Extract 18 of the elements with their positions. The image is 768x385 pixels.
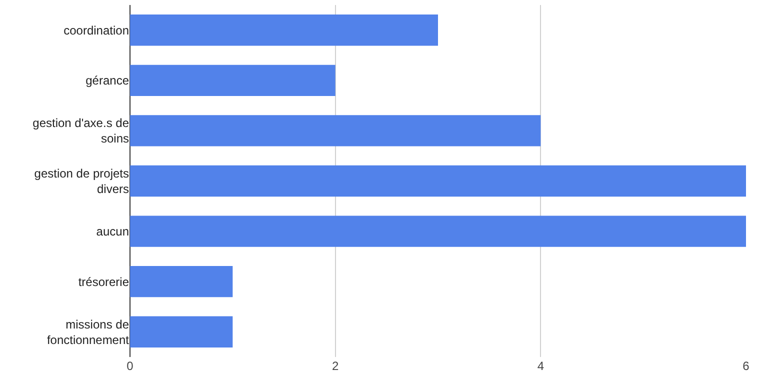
bar bbox=[130, 64, 336, 96]
y-tick-label: gestion de projets divers bbox=[34, 166, 129, 196]
bar bbox=[130, 165, 746, 197]
y-tick-label: trésorerie bbox=[78, 274, 130, 289]
bar bbox=[130, 316, 233, 348]
x-tick-label: 2 bbox=[332, 359, 339, 373]
bar bbox=[130, 115, 541, 146]
x-tick-label: 0 bbox=[126, 359, 134, 373]
x-tick-label: 4 bbox=[537, 359, 544, 373]
x-tick-label: 6 bbox=[742, 359, 750, 373]
bar bbox=[130, 266, 233, 298]
y-tick-label: aucun bbox=[96, 224, 129, 238]
y-tick-label: gérance bbox=[86, 74, 130, 88]
y-tick-label: coordination bbox=[64, 23, 129, 38]
bar bbox=[130, 216, 746, 247]
bar bbox=[130, 14, 438, 46]
y-tick-label: missions de fonctionnement bbox=[46, 317, 130, 347]
y-tick-label: gestion d'axe.s de soins bbox=[32, 116, 130, 146]
